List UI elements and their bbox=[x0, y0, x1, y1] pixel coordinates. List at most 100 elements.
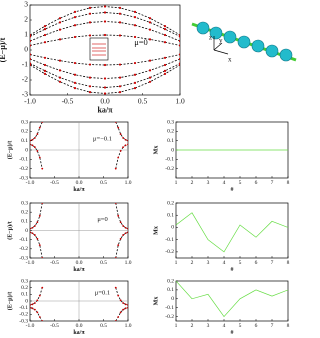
y-tick-label: 0.3 bbox=[21, 278, 28, 284]
atom bbox=[251, 39, 265, 53]
point bbox=[58, 69, 62, 72]
point bbox=[30, 44, 32, 47]
y-axis-label: (E−μ)/t bbox=[7, 141, 14, 159]
point bbox=[38, 316, 41, 318]
point bbox=[73, 61, 77, 65]
atom bbox=[279, 48, 293, 62]
point bbox=[58, 38, 62, 41]
point bbox=[103, 86, 107, 89]
y-tick-label: 0 bbox=[171, 296, 174, 302]
x-tick-label: 4 bbox=[223, 323, 226, 329]
y-tick-label: 0.1 bbox=[21, 219, 28, 225]
point bbox=[163, 69, 167, 72]
point bbox=[34, 225, 36, 227]
point bbox=[43, 69, 47, 72]
panel: 1 2 3 4 5 6 7 8 -0.2 -0.1 0 0.1 0.2 # Mx bbox=[154, 278, 290, 336]
point bbox=[163, 28, 167, 31]
atom bbox=[265, 44, 279, 58]
point bbox=[31, 144, 34, 147]
point bbox=[122, 302, 124, 304]
plot-area bbox=[176, 281, 288, 318]
point bbox=[124, 144, 127, 147]
panel: 1 2 3 4 5 6 7 8 -0.2 -0.1 0 0.1 0.2 # Mx bbox=[154, 200, 290, 273]
point bbox=[103, 63, 107, 67]
x-tick-label: 1 bbox=[175, 260, 178, 266]
point bbox=[73, 16, 77, 19]
x-tick-label: -0.5 bbox=[50, 323, 59, 329]
y-axis-label: Mx bbox=[154, 226, 160, 235]
point bbox=[117, 214, 120, 217]
point bbox=[178, 35, 180, 38]
x-tick-label: 6 bbox=[255, 180, 258, 186]
point bbox=[73, 24, 77, 27]
x-tick-label: 0.5 bbox=[100, 323, 107, 329]
series-line bbox=[176, 281, 288, 318]
point bbox=[103, 20, 107, 23]
point bbox=[118, 21, 122, 24]
y-axis-label: (E−μ)/t bbox=[0, 37, 7, 62]
point bbox=[34, 308, 36, 311]
y-tick-label: 0.2 bbox=[167, 278, 174, 284]
point bbox=[36, 221, 39, 224]
x-tick-label: 8 bbox=[287, 180, 290, 186]
point bbox=[58, 76, 62, 79]
series-line bbox=[30, 12, 180, 37]
point bbox=[30, 57, 32, 61]
point bbox=[119, 299, 122, 302]
point bbox=[38, 156, 41, 159]
point bbox=[117, 316, 120, 318]
x-axis-label: ka/π bbox=[73, 187, 85, 193]
point bbox=[36, 311, 39, 314]
atom bbox=[196, 21, 210, 35]
y-tick-label: 1 bbox=[24, 30, 28, 39]
point bbox=[58, 21, 62, 24]
x-tick-label: 0.0 bbox=[76, 180, 83, 186]
point bbox=[43, 25, 47, 28]
point bbox=[118, 85, 122, 88]
point bbox=[38, 244, 41, 247]
chain-illustration: z y x bbox=[191, 21, 297, 64]
point bbox=[122, 136, 124, 139]
point bbox=[30, 53, 32, 56]
point bbox=[30, 304, 31, 306]
y-tick-label: -0.2 bbox=[165, 249, 174, 255]
y-tick-label: 0 bbox=[25, 147, 28, 153]
point bbox=[119, 150, 122, 152]
x-tick-label: 4 bbox=[223, 260, 226, 266]
point bbox=[163, 25, 167, 28]
point bbox=[148, 38, 152, 41]
x-tick-label: 7 bbox=[271, 323, 274, 329]
point bbox=[117, 156, 120, 159]
point bbox=[30, 35, 32, 38]
x-axis-label: # bbox=[231, 187, 234, 193]
point bbox=[43, 63, 47, 67]
y-tick-label: 0.3 bbox=[167, 119, 174, 125]
y-tick-label: 0.3 bbox=[21, 200, 28, 206]
series-line bbox=[30, 231, 128, 258]
point bbox=[34, 146, 36, 149]
x-axis-label: ka/π bbox=[97, 106, 113, 115]
point bbox=[178, 39, 180, 43]
point bbox=[119, 237, 122, 240]
x-tick-label: 1.0 bbox=[125, 260, 132, 266]
point bbox=[31, 226, 34, 229]
plot-area bbox=[30, 5, 180, 95]
point bbox=[34, 234, 36, 236]
y-tick-label: -3 bbox=[22, 90, 28, 99]
point bbox=[73, 81, 77, 84]
point bbox=[122, 234, 124, 236]
y-tick-label: 0.2 bbox=[167, 200, 174, 206]
x-tick-label: 1.0 bbox=[125, 323, 132, 329]
point bbox=[148, 80, 152, 83]
point bbox=[73, 10, 77, 13]
point bbox=[114, 122, 117, 123]
x-tick-label: 8 bbox=[287, 323, 290, 329]
x-tick-label: 7 bbox=[271, 180, 274, 186]
panel: -1.0 -0.5 0.0 0.5 1.0 -0.3-0.2-0.100.10.20.3 k… bbox=[7, 278, 132, 336]
point bbox=[36, 150, 39, 152]
point bbox=[124, 226, 127, 229]
point bbox=[127, 139, 128, 142]
point bbox=[119, 133, 122, 136]
series-line bbox=[30, 203, 128, 230]
axis-arrow bbox=[213, 42, 223, 51]
